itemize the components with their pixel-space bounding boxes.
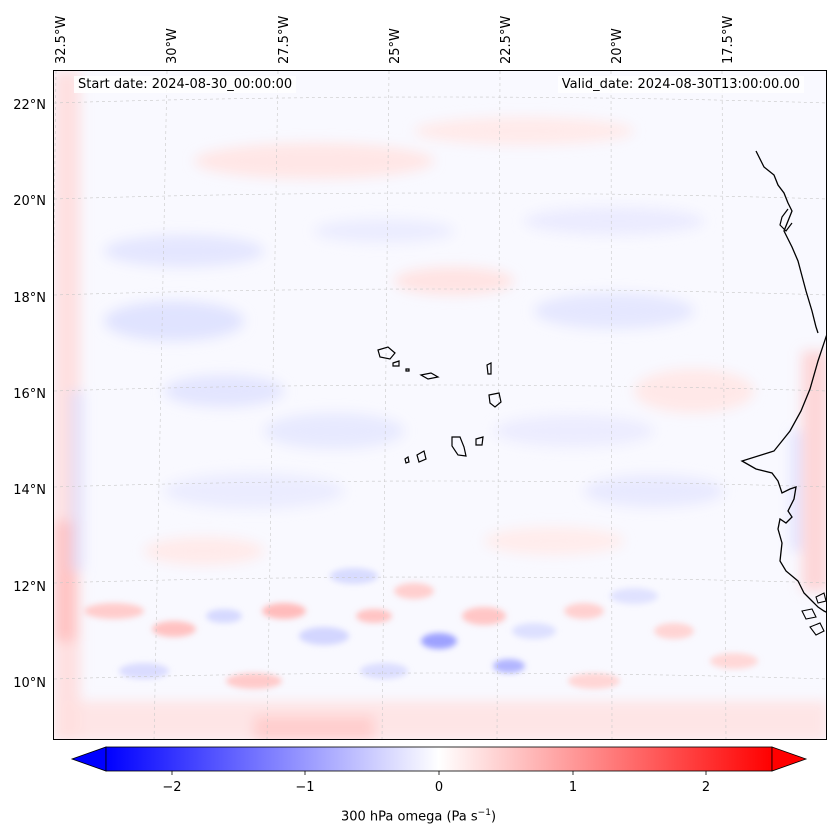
mauritania-coast	[755, 150, 819, 334]
graticule	[54, 71, 826, 739]
lat-label-10n: 10°N	[13, 676, 46, 691]
lon-label-17-5w: 17.5°W	[721, 15, 736, 64]
omega-boundary-bands	[54, 71, 826, 739]
colorbar-body	[105, 746, 773, 772]
colorbar-extend-right	[771, 746, 808, 772]
colorbar-tick-0: 0	[434, 780, 444, 795]
valid-date-label: Valid_date: 2024-08-30T13:00:00.00	[557, 76, 804, 93]
omega-southern-band	[84, 568, 758, 689]
lon-label-25w: 25°W	[388, 28, 403, 64]
colorbar-tick-1: 1	[568, 780, 578, 795]
colorbar-tick-neg2: −2	[162, 780, 182, 795]
lat-label-20n: 20°N	[13, 194, 46, 209]
omega-field	[54, 71, 826, 739]
lat-label-16n: 16°N	[13, 387, 46, 402]
lon-label-32-5w: 32.5°W	[54, 15, 69, 64]
colorbar-tick-2: 2	[701, 780, 711, 795]
colorbar	[70, 746, 808, 775]
colorbar-label: 300 hPa omega (Pa s−1)	[0, 808, 837, 824]
colorbar-tick-marks	[171, 771, 707, 775]
africa-coastline	[740, 334, 826, 613]
lat-label-22n: 22°N	[13, 98, 46, 113]
lon-label-22-5w: 22.5°W	[499, 15, 514, 64]
banc-arguin-inlet	[779, 208, 793, 232]
lat-label-12n: 12°N	[13, 580, 46, 595]
lon-label-30w: 30°W	[165, 28, 180, 64]
colorbar-label-main: 300 hPa omega (Pa s	[340, 809, 478, 825]
lat-label-14n: 14°N	[13, 483, 46, 498]
colorbar-label-end: )	[490, 809, 497, 825]
omega-broad-patterns	[104, 117, 754, 565]
colorbar-tick-neg1: −1	[295, 780, 315, 795]
lat-label-18n: 18°N	[13, 291, 46, 306]
omega-map-panel: Start date: 2024-08-30_00:00:00 Valid_da…	[53, 70, 827, 740]
colorbar-label-exponent: −1	[477, 808, 491, 818]
lon-label-20w: 20°W	[610, 28, 625, 64]
bijagos-islands	[801, 592, 826, 636]
colorbar-extend-left	[70, 746, 107, 772]
start-date-label: Start date: 2024-08-30_00:00:00	[74, 76, 297, 93]
cape-verde-islands	[377, 346, 502, 464]
lon-label-27-5w: 27.5°W	[277, 15, 292, 64]
